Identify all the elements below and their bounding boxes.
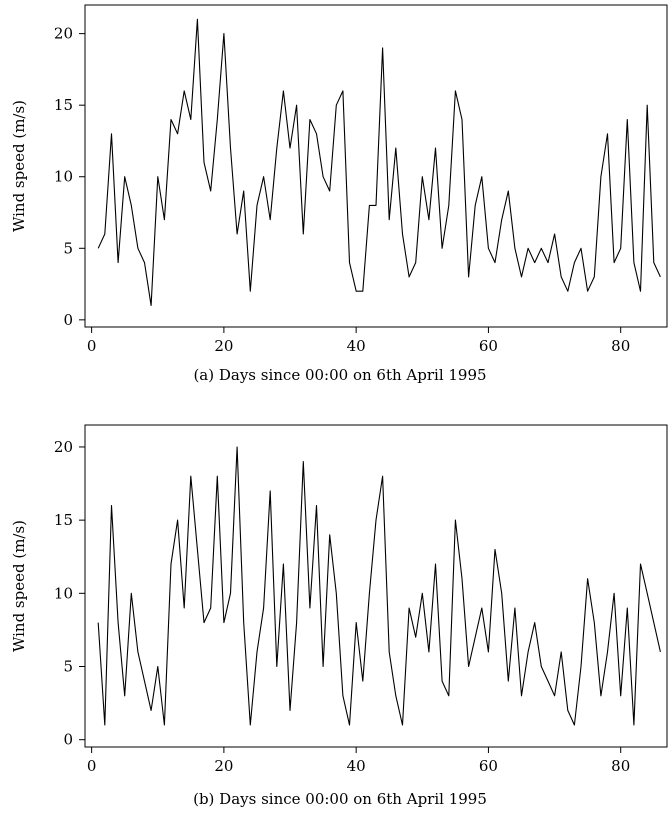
y-tick-label: 5 <box>63 658 73 676</box>
y-tick-label: 0 <box>63 311 73 329</box>
y-tick-label: 20 <box>54 438 73 456</box>
caption-b: (b) Days since 00:00 on 6th April 1995 <box>193 790 487 808</box>
y-axis-label-b: Wind speed (m/s) <box>10 520 28 652</box>
x-tick-label: 80 <box>611 337 630 355</box>
x-tick-label: 20 <box>214 337 233 355</box>
plot-frame-b <box>84 424 668 748</box>
x-tick-label: 40 <box>347 337 366 355</box>
y-tick-label: 10 <box>54 168 73 186</box>
y-tick-label: 15 <box>54 96 73 114</box>
x-tick-label: 60 <box>479 757 498 775</box>
x-tick-label: 60 <box>479 337 498 355</box>
x-tick-label: 20 <box>214 757 233 775</box>
x-ticks-a: 0 20 40 60 80 <box>87 327 630 355</box>
plot-frame-a <box>84 4 668 328</box>
y-tick-label: 5 <box>63 239 73 257</box>
x-tick-label: 0 <box>87 337 97 355</box>
series-line-b <box>97 446 661 726</box>
series-line-a <box>97 18 661 307</box>
chart-a: 0 5 10 15 20 0 20 40 60 80 Wind speed (m/s) (a) … <box>10 4 668 384</box>
y-tick-label: 20 <box>54 25 73 43</box>
x-ticks-b: 0 20 40 60 80 <box>87 747 630 775</box>
y-tick-label: 10 <box>54 584 73 602</box>
y-tick-label: 15 <box>54 511 73 529</box>
chart-b: 0 5 10 15 20 0 20 40 60 80 Wind speed (m/s) (b) … <box>10 424 668 808</box>
x-tick-label: 0 <box>87 757 97 775</box>
y-tick-label: 0 <box>63 731 73 749</box>
caption-a: (a) Days since 00:00 on 6th April 1995 <box>193 366 486 384</box>
y-ticks-b: 0 5 10 15 20 <box>54 438 85 749</box>
y-ticks-a: 0 5 10 15 20 <box>54 25 85 329</box>
x-tick-label: 40 <box>347 757 366 775</box>
y-axis-label-a: Wind speed (m/s) <box>10 100 28 232</box>
x-tick-label: 80 <box>611 757 630 775</box>
